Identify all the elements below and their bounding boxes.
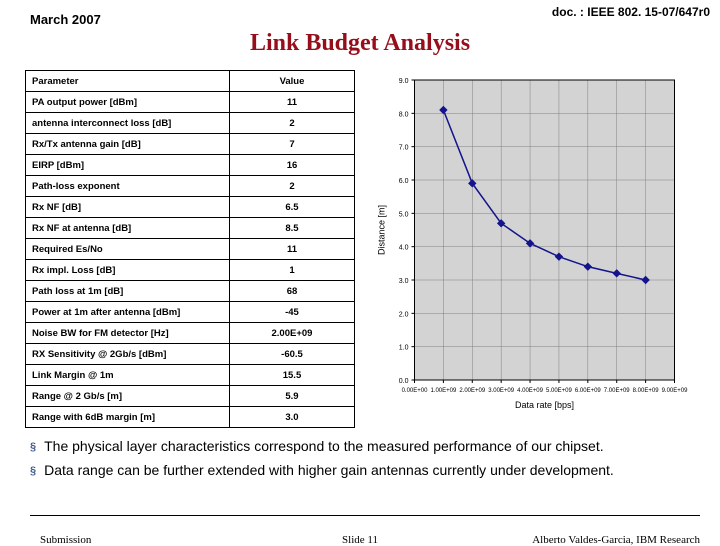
table-row: Range @ 2 Gb/s [m]5.9 <box>26 386 355 407</box>
svg-text:2.00E+09: 2.00E+09 <box>459 388 486 394</box>
cell-value: 6.5 <box>229 197 354 218</box>
svg-text:3.0: 3.0 <box>399 278 409 285</box>
table-row: Rx NF at antenna [dB]8.5 <box>26 218 355 239</box>
svg-text:7.00E+09: 7.00E+09 <box>604 388 631 394</box>
cell-param: EIRP [dBm] <box>26 155 230 176</box>
cell-value: 1 <box>229 260 354 281</box>
svg-text:0.0: 0.0 <box>399 378 409 385</box>
cell-value: 68 <box>229 281 354 302</box>
page-title: Link Budget Analysis <box>0 30 720 57</box>
cell-param: Path loss at 1m [dB] <box>26 281 230 302</box>
cell-param: Required Es/No <box>26 239 230 260</box>
table-row: PA output power [dBm]11 <box>26 92 355 113</box>
svg-text:3.00E+09: 3.00E+09 <box>488 388 515 394</box>
table-row: Rx/Tx antenna gain [dB]7 <box>26 134 355 155</box>
cell-param: antenna interconnect loss [dB] <box>26 113 230 134</box>
bullet-text: Data range can be further extended with … <box>44 462 614 480</box>
bullet-list: § The physical layer characteristics corr… <box>30 438 700 485</box>
table-row: Rx NF [dB]6.5 <box>26 197 355 218</box>
distance-vs-datarate-chart: 0.0 1.0 2.0 3.0 4.0 5.0 6.0 7.0 8.0 9.0 0.00E+001.… <box>370 70 695 420</box>
svg-text:8.00E+09: 8.00E+09 <box>633 388 660 394</box>
cell-value: 2 <box>229 176 354 197</box>
svg-text:5.0: 5.0 <box>399 211 409 218</box>
svg-text:8.0: 8.0 <box>399 111 409 118</box>
svg-text:4.00E+09: 4.00E+09 <box>517 388 544 394</box>
svg-text:1.0: 1.0 <box>399 345 409 352</box>
bullet-item: § Data range can be further extended with… <box>30 462 700 480</box>
footer-divider <box>30 515 700 516</box>
cell-param: Range @ 2 Gb/s [m] <box>26 386 230 407</box>
table-row: Required Es/No11 <box>26 239 355 260</box>
cell-param: RX Sensitivity @ 2Gb/s [dBm] <box>26 344 230 365</box>
cell-param: Power at 1m after antenna [dBm] <box>26 302 230 323</box>
table-row: antenna interconnect loss [dB]2 <box>26 113 355 134</box>
cell-value: 5.9 <box>229 386 354 407</box>
cell-value: 7 <box>229 134 354 155</box>
cell-value: 2.00E+09 <box>229 323 354 344</box>
svg-text:Distance [m]: Distance [m] <box>377 205 387 255</box>
cell-value: 2 <box>229 113 354 134</box>
cell-param: PA output power [dBm] <box>26 92 230 113</box>
table-row: Noise BW for FM detector [Hz]2.00E+09 <box>26 323 355 344</box>
table-row: Link Margin @ 1m15.5 <box>26 365 355 386</box>
svg-text:7.0: 7.0 <box>399 145 409 152</box>
svg-text:6.0: 6.0 <box>399 178 409 185</box>
bullet-item: § The physical layer characteristics corr… <box>30 438 700 456</box>
cell-value: -45 <box>229 302 354 323</box>
content-area: Parameter Value PA output power [dBm]11a… <box>25 70 695 428</box>
cell-value: 16 <box>229 155 354 176</box>
parameter-table: Parameter Value PA output power [dBm]11a… <box>25 70 355 428</box>
th-parameter: Parameter <box>26 71 230 92</box>
cell-value: 15.5 <box>229 365 354 386</box>
bullet-marker-icon: § <box>30 441 36 456</box>
footer-right: Alberto Valdes-Garcia, IBM Research <box>532 534 700 546</box>
cell-value: -60.5 <box>229 344 354 365</box>
th-value: Value <box>229 71 354 92</box>
svg-text:2.0: 2.0 <box>399 311 409 318</box>
svg-text:1.00E+09: 1.00E+09 <box>430 388 457 394</box>
table-row: EIRP [dBm]16 <box>26 155 355 176</box>
header-docref: doc. : IEEE 802. 15-07/647r0 <box>552 5 710 19</box>
bullet-marker-icon: § <box>30 465 36 480</box>
footer-center: Slide 11 <box>342 534 378 546</box>
table-row: Path loss at 1m [dB]68 <box>26 281 355 302</box>
cell-param: Range with 6dB margin [m] <box>26 407 230 428</box>
cell-value: 3.0 <box>229 407 354 428</box>
cell-value: 8.5 <box>229 218 354 239</box>
cell-param: Link Margin @ 1m <box>26 365 230 386</box>
cell-value: 11 <box>229 92 354 113</box>
table-row: Rx impl. Loss [dB]1 <box>26 260 355 281</box>
cell-param: Rx impl. Loss [dB] <box>26 260 230 281</box>
svg-text:9.00E+09: 9.00E+09 <box>662 388 689 394</box>
bullet-text: The physical layer characteristics corre… <box>44 438 604 456</box>
chart-svg: 0.0 1.0 2.0 3.0 4.0 5.0 6.0 7.0 8.0 9.0 0.00E+001.… <box>370 70 695 420</box>
footer-left: Submission <box>40 534 91 546</box>
parameter-table-wrap: Parameter Value PA output power [dBm]11a… <box>25 70 355 428</box>
cell-value: 11 <box>229 239 354 260</box>
table-row: Range with 6dB margin [m]3.0 <box>26 407 355 428</box>
svg-text:6.00E+09: 6.00E+09 <box>575 388 602 394</box>
table-row: Path-loss exponent2 <box>26 176 355 197</box>
table-row: RX Sensitivity @ 2Gb/s [dBm]-60.5 <box>26 344 355 365</box>
cell-param: Rx/Tx antenna gain [dB] <box>26 134 230 155</box>
svg-text:0.00E+00: 0.00E+00 <box>402 388 429 394</box>
svg-text:4.0: 4.0 <box>399 245 409 252</box>
table-row: Power at 1m after antenna [dBm]-45 <box>26 302 355 323</box>
svg-text:9.0: 9.0 <box>399 78 409 85</box>
cell-param: Noise BW for FM detector [Hz] <box>26 323 230 344</box>
cell-param: Rx NF at antenna [dB] <box>26 218 230 239</box>
cell-param: Rx NF [dB] <box>26 197 230 218</box>
cell-param: Path-loss exponent <box>26 176 230 197</box>
svg-text:Data rate [bps]: Data rate [bps] <box>515 400 574 410</box>
header-date: March 2007 <box>30 12 101 27</box>
svg-text:5.00E+09: 5.00E+09 <box>546 388 573 394</box>
